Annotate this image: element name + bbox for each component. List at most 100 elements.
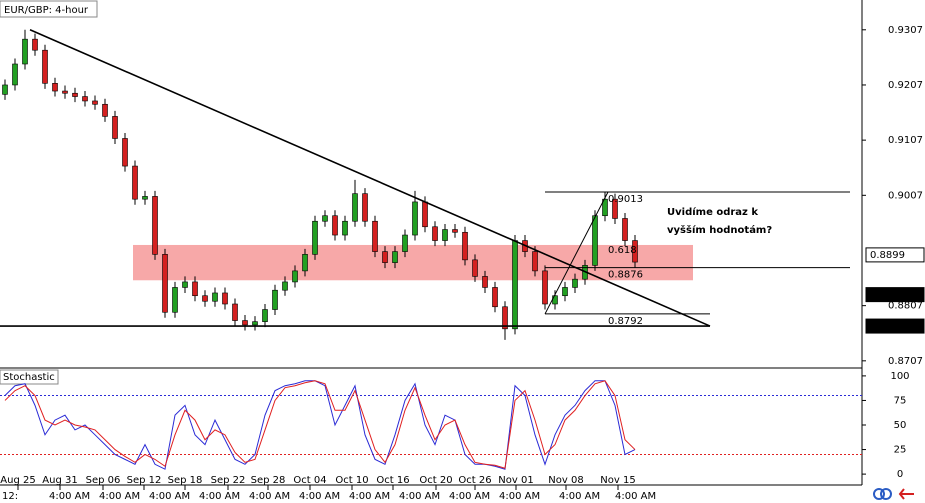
candle-body xyxy=(292,270,298,283)
candle-body xyxy=(482,276,488,288)
footer-icons[interactable] xyxy=(873,488,914,500)
link-icon[interactable] xyxy=(873,488,885,500)
link-icon[interactable] xyxy=(880,488,892,500)
candle-body xyxy=(442,229,448,241)
candle-body xyxy=(422,201,428,228)
candle-body xyxy=(192,281,198,297)
y-tick-label: 75 xyxy=(894,395,907,406)
price-marker xyxy=(865,318,925,334)
y-tick-label: 0.9107 xyxy=(888,135,923,146)
candle-body xyxy=(372,220,378,252)
x-tick-label: Sep 22 xyxy=(211,475,246,486)
y-tick-label: 0.9307 xyxy=(888,25,923,36)
candle-body xyxy=(412,201,418,236)
support-zone xyxy=(133,244,693,281)
time-tick-label: 4:00 AM xyxy=(399,491,440,502)
time-tick-label: 4:00 AM xyxy=(499,491,540,502)
x-tick-label: Oct 10 xyxy=(335,475,368,486)
candle-body xyxy=(52,83,58,92)
fib-label: 0.8876 xyxy=(608,270,643,281)
stochastic-line xyxy=(4,380,636,469)
candle-body xyxy=(572,278,578,288)
candle-body xyxy=(142,196,148,200)
candle-body xyxy=(62,90,68,94)
candle-body xyxy=(342,220,348,236)
candle-body xyxy=(2,84,8,95)
y-tick-label: 0.8807 xyxy=(888,301,923,312)
candle-body xyxy=(92,100,98,105)
candle-body xyxy=(612,198,618,219)
candle-body xyxy=(42,49,48,84)
candle-body xyxy=(182,281,188,288)
x-tick-label: Sep 28 xyxy=(251,475,286,486)
candle-body xyxy=(602,198,608,217)
chart-title: EUR/GBP: 4-hour xyxy=(4,5,89,16)
candle-body xyxy=(382,251,388,263)
price-marker-label: 0.8827 xyxy=(870,290,905,301)
candle-body xyxy=(332,215,338,236)
fib-label: 0.9013 xyxy=(608,194,643,205)
x-tick-label: Oct 20 xyxy=(419,475,452,486)
trend-line xyxy=(544,191,609,315)
time-tick-label: 4:00 AM xyxy=(249,491,290,502)
candle-body xyxy=(502,306,508,330)
x-tick-label: Oct 16 xyxy=(376,475,409,486)
x-tick-label: Nov 08 xyxy=(548,475,583,486)
candle-body xyxy=(242,320,248,326)
candle-body xyxy=(222,292,228,305)
candle-body xyxy=(262,309,268,322)
fib-label: 0.8792 xyxy=(608,316,643,327)
candle-body xyxy=(472,259,478,277)
candle-body xyxy=(172,287,178,313)
x-tick-label: Oct 26 xyxy=(458,475,491,486)
time-tick-label: 4:00 AM xyxy=(149,491,190,502)
candle-body xyxy=(622,218,628,241)
price-marker xyxy=(865,247,925,263)
price-marker xyxy=(865,287,925,303)
x-tick-label: Nov 01 xyxy=(498,475,533,486)
candle-body xyxy=(132,165,138,200)
candle-body xyxy=(272,289,278,310)
stochastic-line xyxy=(4,380,636,470)
candle-body xyxy=(392,251,398,263)
indicator-title: Stochastic xyxy=(3,372,55,383)
title-box xyxy=(0,0,98,18)
candle-body xyxy=(112,116,118,139)
y-tick-label: 25 xyxy=(894,445,907,456)
candle-body xyxy=(122,138,128,167)
annotation: Uvidíme odraz k vyšším hodnotám? xyxy=(667,206,772,236)
candle-body xyxy=(312,220,318,255)
y-tick-label: 0 xyxy=(897,469,903,480)
candle-body xyxy=(212,292,218,302)
time-tick-label: 4:00 AM xyxy=(99,491,140,502)
candle-body xyxy=(72,92,78,97)
x-tick-label: Sep 12 xyxy=(127,475,162,486)
candle-body xyxy=(232,303,238,321)
candle-body xyxy=(452,229,458,233)
candle-body xyxy=(492,287,498,308)
candle-body xyxy=(102,103,108,117)
candle-body xyxy=(12,63,18,86)
x-tick-label: Sep 06 xyxy=(86,475,121,486)
y-tick-label: 50 xyxy=(894,420,907,431)
time-tick-label: 4:00 AM xyxy=(615,491,656,502)
arrow-icon[interactable] xyxy=(898,488,914,500)
candle-body xyxy=(152,196,158,255)
candle-body xyxy=(512,240,518,330)
x-tick-label: Sep 18 xyxy=(168,475,203,486)
trend-line xyxy=(29,29,711,327)
x-tick-label: Oct 04 xyxy=(293,475,326,486)
x-tick-label: Aug 25 xyxy=(0,475,35,486)
time-tick-label: 4:00 AM xyxy=(559,491,600,502)
time-tick-label: 4:00 AM xyxy=(49,491,90,502)
time-tick-label: 4:00 AM xyxy=(349,491,390,502)
candle-body xyxy=(432,226,438,241)
candle-body xyxy=(542,270,548,305)
time-tick-label: 4:00 AM xyxy=(449,491,490,502)
candle-body xyxy=(352,193,358,222)
candle-body xyxy=(362,193,368,222)
time-tick-label: 12: xyxy=(2,491,18,502)
candle-body xyxy=(632,240,638,263)
indicator-box xyxy=(0,369,59,385)
